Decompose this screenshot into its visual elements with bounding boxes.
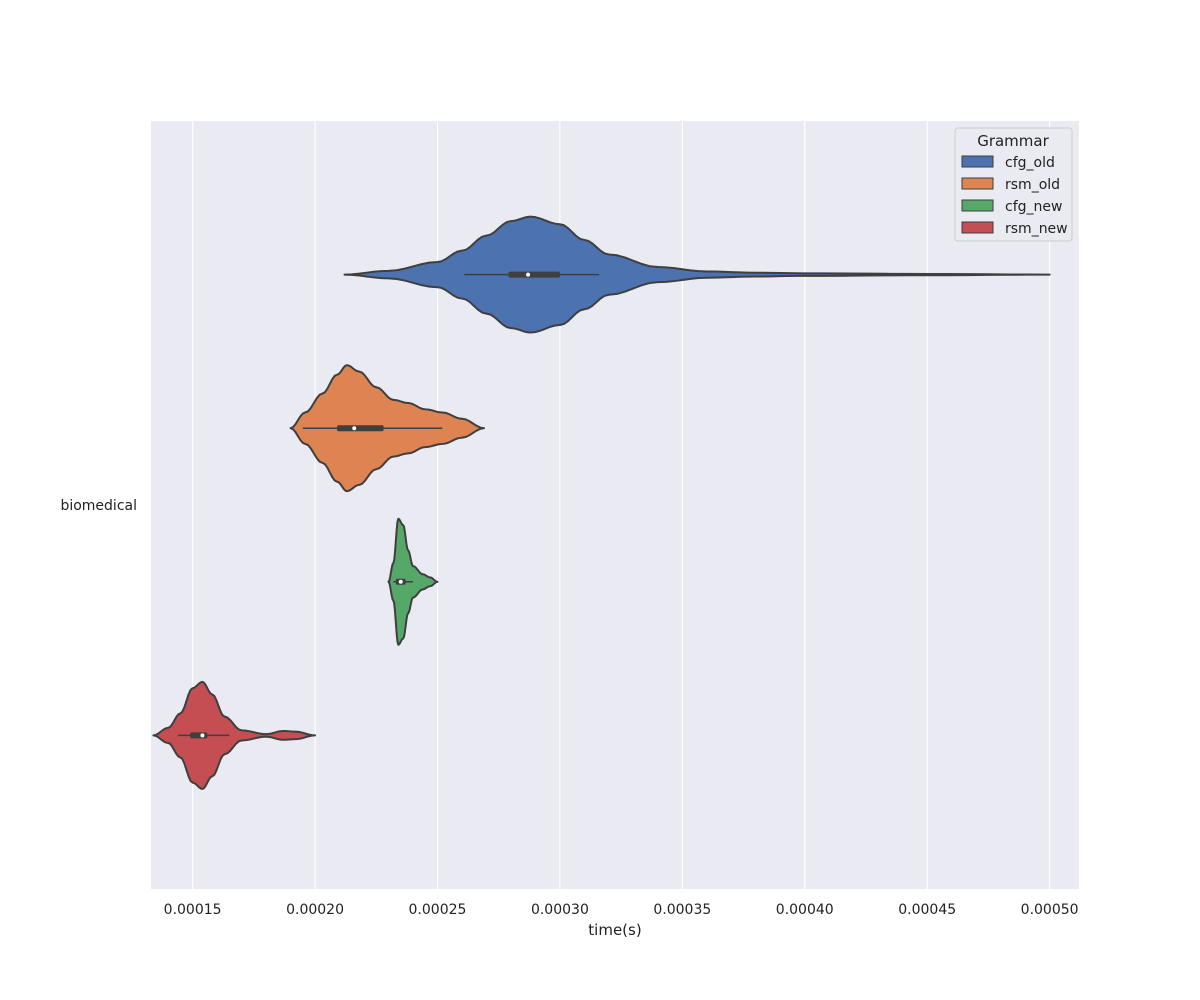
legend: Grammar cfg_old rsm_old cfg_new rsm_new (954, 127, 1073, 242)
legend-swatch (961, 155, 994, 168)
legend-entry-rsm_new: rsm_new (961, 221, 1068, 237)
median-dot (200, 733, 205, 738)
legend-swatch (961, 177, 994, 190)
violin-body (152, 680, 317, 790)
median-dot (352, 426, 357, 431)
x-tick-label: 0.00035 (653, 902, 711, 918)
x-tick-label: 0.00015 (164, 902, 222, 918)
x-axis-label: time(s) (588, 921, 641, 939)
legend-label: rsm_new (1005, 221, 1068, 237)
violin-body (343, 215, 1051, 334)
legend-label: cfg_old (1005, 155, 1055, 171)
legend-swatch (961, 199, 994, 212)
legend-swatch (961, 221, 994, 234)
y-tick-labels: biomedical (60, 498, 137, 514)
x-tick-label: 0.00050 (1021, 902, 1079, 918)
x-tick-label: 0.00020 (286, 902, 344, 918)
legend-label: cfg_new (1005, 199, 1062, 215)
legend-entry-cfg_old: cfg_old (961, 155, 1055, 171)
y-tick-label: biomedical (60, 498, 137, 514)
legend-entry-rsm_old: rsm_old (961, 177, 1060, 193)
iqr-box (337, 425, 384, 432)
violin-rsm_new (152, 680, 317, 790)
median-dot (398, 579, 403, 584)
plot-area (151, 121, 1079, 889)
violin-cfg_old (343, 215, 1051, 334)
violin-rsm_old (289, 364, 485, 493)
violin-body (387, 517, 439, 646)
x-tick-label: 0.00030 (531, 902, 589, 918)
x-tick-label: 0.00045 (898, 902, 956, 918)
violins (152, 215, 1051, 790)
iqr-box (190, 732, 208, 739)
legend-title: Grammar (977, 132, 1049, 150)
violin-cfg_new (387, 517, 439, 646)
x-tick-label: 0.00025 (409, 902, 467, 918)
x-tick-label: 0.00040 (776, 902, 834, 918)
iqr-box (508, 271, 560, 278)
median-dot (526, 272, 531, 277)
x-tick-labels: 0.00015 0.00020 0.00025 0.00030 0.00035 0.000… (164, 902, 1079, 918)
legend-entry-cfg_new: cfg_new (961, 199, 1062, 215)
legend-label: rsm_old (1005, 177, 1060, 193)
